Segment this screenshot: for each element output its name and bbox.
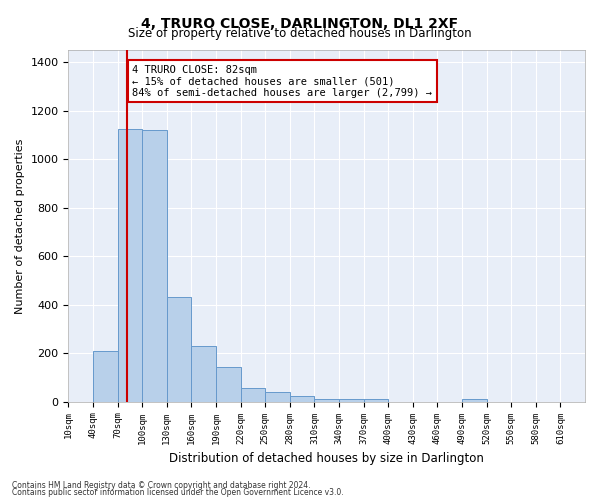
Bar — [118, 129, 142, 402]
Bar — [191, 346, 216, 402]
Bar — [265, 392, 290, 402]
Bar — [241, 388, 265, 402]
Text: Contains public sector information licensed under the Open Government Licence v3: Contains public sector information licen… — [12, 488, 344, 497]
Text: Size of property relative to detached houses in Darlington: Size of property relative to detached ho… — [128, 28, 472, 40]
Bar — [314, 400, 339, 402]
Bar — [364, 398, 388, 402]
Y-axis label: Number of detached properties: Number of detached properties — [15, 138, 25, 314]
Text: Contains HM Land Registry data © Crown copyright and database right 2024.: Contains HM Land Registry data © Crown c… — [12, 480, 311, 490]
X-axis label: Distribution of detached houses by size in Darlington: Distribution of detached houses by size … — [169, 452, 484, 465]
Bar — [216, 366, 241, 402]
Bar — [339, 398, 364, 402]
Bar — [462, 400, 487, 402]
Bar — [142, 130, 167, 402]
Bar — [93, 351, 118, 402]
Text: 4 TRURO CLOSE: 82sqm
← 15% of detached houses are smaller (501)
84% of semi-deta: 4 TRURO CLOSE: 82sqm ← 15% of detached h… — [133, 64, 433, 98]
Bar — [290, 396, 314, 402]
Text: 4, TRURO CLOSE, DARLINGTON, DL1 2XF: 4, TRURO CLOSE, DARLINGTON, DL1 2XF — [142, 18, 458, 32]
Bar — [167, 298, 191, 402]
